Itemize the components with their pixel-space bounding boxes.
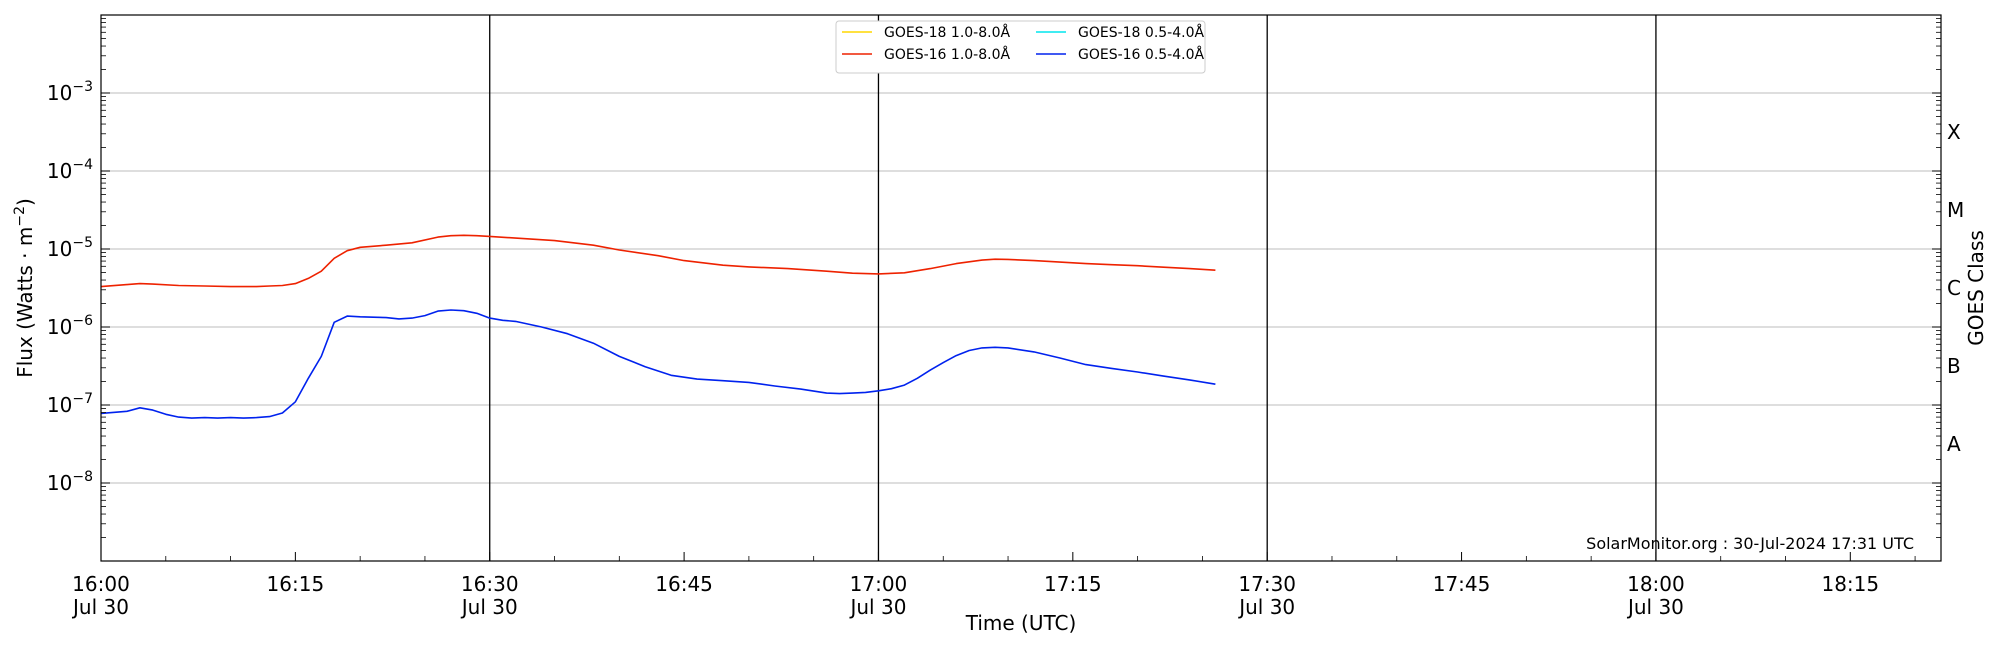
x-tick-label: 16:30 [461, 572, 519, 596]
grid-layer [101, 92, 1941, 484]
x-tick-label: 17:45 [1433, 572, 1491, 596]
goes-class-label: C [1947, 276, 1961, 300]
x-tick-date-label: Jul 30 [460, 595, 518, 619]
y-tick-label: 10−5 [47, 235, 93, 261]
legend: GOES-18 1.0-8.0Å GOES-18 0.5-4.0Å GOES-16 … [835, 20, 1206, 74]
x-tick-label: 18:00 [1627, 572, 1685, 596]
vertical-hour-lines [489, 15, 1657, 561]
series-line [100, 234, 1216, 288]
legend-label: GOES-16 0.5-4.0Å [1078, 46, 1204, 63]
x-tick-date-label: Jul 30 [1237, 595, 1295, 619]
x-axis-title: Time (UTC) [965, 611, 1077, 635]
goes-class-axis-title: GOES Class [1964, 230, 1988, 346]
goes-class-label: M [1947, 198, 1964, 222]
y-tick-label: 10−4 [47, 157, 93, 183]
x-tick-label: 18:15 [1821, 572, 1879, 596]
x-tick-label: 16:15 [267, 572, 325, 596]
y-tick-label: 10−3 [47, 79, 93, 105]
y-axis-title: Flux (Watts · m−2) [12, 198, 37, 378]
plot-area-frame [100, 14, 1942, 562]
x-tick-label: 17:00 [850, 572, 908, 596]
y-tick-label: 10−6 [47, 313, 93, 339]
legend-label: GOES-16 1.0-8.0Å [884, 46, 1010, 63]
legend-box [835, 20, 1206, 74]
x-tick-date-label: Jul 30 [1626, 595, 1684, 619]
legend-label: GOES-18 1.0-8.0Å [884, 24, 1010, 41]
x-tick-label: 17:15 [1044, 572, 1102, 596]
y-tick-label: 10−8 [47, 469, 93, 495]
legend-label: GOES-18 0.5-4.0Å [1078, 24, 1204, 41]
goes-class-label: A [1947, 432, 1961, 456]
goes-class-label: B [1947, 354, 1961, 378]
x-tick-label: 16:00 [72, 572, 130, 596]
y-tick-label: 10−7 [47, 391, 93, 417]
goes-class-label: X [1947, 120, 1961, 144]
series-layer [100, 234, 1216, 419]
series-line [100, 309, 1216, 419]
x-tick-label: 16:45 [655, 572, 713, 596]
x-tick-date-label: Jul 30 [71, 595, 129, 619]
x-tick-date-label: Jul 30 [848, 595, 906, 619]
solarmonitor-credit: SolarMonitor.org : 30-Jul-2024 17:31 UTC [1586, 534, 1914, 553]
x-tick-label: 17:30 [1238, 572, 1296, 596]
